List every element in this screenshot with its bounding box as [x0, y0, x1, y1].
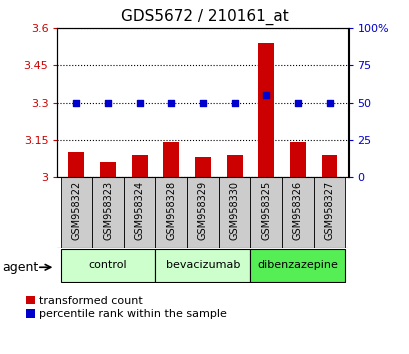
Bar [281, 177, 313, 248]
Bar [155, 249, 250, 282]
Text: GSM958329: GSM958329 [198, 181, 207, 240]
Text: agent: agent [2, 261, 38, 274]
Text: GSM958324: GSM958324 [134, 181, 144, 240]
Point [294, 100, 301, 105]
Text: GSM958328: GSM958328 [166, 181, 176, 240]
Bar [313, 177, 344, 248]
Bar [61, 177, 92, 248]
Text: GSM958323: GSM958323 [103, 181, 113, 240]
Text: control: control [88, 261, 127, 270]
Text: bevacizumab: bevacizumab [165, 261, 240, 270]
Point [262, 92, 269, 98]
Bar [92, 177, 124, 248]
Bar [250, 249, 344, 282]
Bar [124, 177, 155, 248]
Text: dibenzazepine: dibenzazepine [257, 261, 337, 270]
Text: GDS5672 / 210161_at: GDS5672 / 210161_at [121, 9, 288, 25]
Bar [61, 249, 155, 282]
Legend: transformed count, percentile rank within the sample: transformed count, percentile rank withi… [26, 296, 227, 319]
Text: GSM958327: GSM958327 [324, 181, 334, 240]
Point [73, 100, 79, 105]
Bar [68, 152, 84, 177]
Point [326, 100, 332, 105]
Bar [250, 177, 281, 248]
Text: GSM958326: GSM958326 [292, 181, 302, 240]
Bar [289, 142, 305, 177]
Text: GSM958325: GSM958325 [261, 181, 271, 240]
Bar [258, 43, 274, 177]
Bar [321, 155, 337, 177]
Bar [163, 142, 179, 177]
Point [168, 100, 174, 105]
Text: GSM958330: GSM958330 [229, 181, 239, 240]
Point [136, 100, 143, 105]
Bar [195, 157, 210, 177]
Bar [155, 177, 187, 248]
Point [104, 100, 111, 105]
Bar [131, 155, 147, 177]
Bar [100, 162, 116, 177]
Bar [226, 155, 242, 177]
Bar [187, 177, 218, 248]
Point [199, 100, 206, 105]
Text: GSM958322: GSM958322 [71, 181, 81, 240]
Point [231, 100, 237, 105]
Bar [218, 177, 250, 248]
